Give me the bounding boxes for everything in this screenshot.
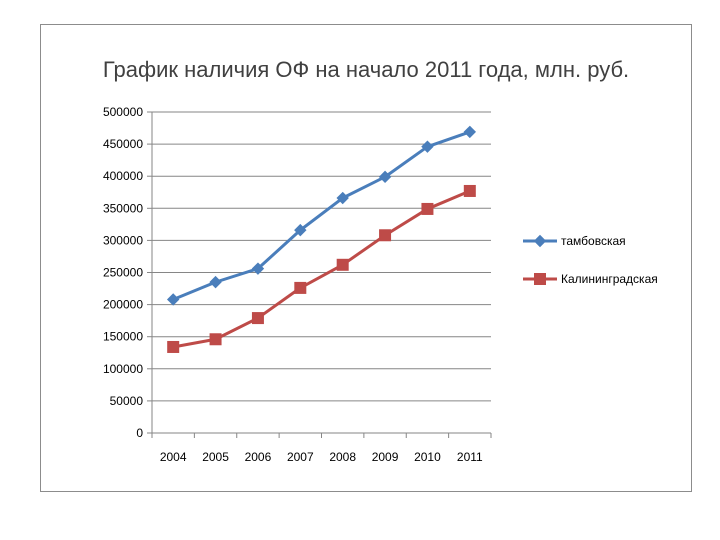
data-point	[294, 281, 307, 294]
data-point	[166, 293, 180, 306]
legend-label: Калининградская	[561, 272, 658, 286]
data-point	[209, 333, 222, 346]
data-point	[336, 258, 349, 271]
series-line	[172, 189, 471, 349]
series-2	[167, 184, 476, 353]
line-chart: График наличия ОФ на начало 2011 года, м…	[103, 57, 658, 464]
chart-title: График наличия ОФ на начало 2011 года, м…	[103, 57, 629, 82]
legend-marker	[534, 273, 546, 285]
data-point	[421, 202, 434, 215]
x-tick-label: 2008	[329, 450, 356, 464]
legend-entry: тамбовская	[523, 234, 626, 248]
data-point	[336, 191, 349, 205]
y-tick-label: 100000	[103, 362, 143, 376]
y-tick-label: 200000	[103, 298, 143, 312]
legend-label: тамбовская	[561, 234, 626, 248]
y-tick-label: 500000	[103, 105, 143, 119]
y-tick-label: 250000	[103, 266, 143, 280]
y-tick-label: 450000	[103, 137, 143, 151]
x-tick-label: 2006	[245, 450, 272, 464]
x-tick-label: 2007	[287, 450, 314, 464]
legend-marker	[533, 234, 547, 248]
x-tick-label: 2010	[414, 450, 441, 464]
x-tick-label: 2005	[202, 450, 229, 464]
data-point	[379, 229, 392, 242]
data-point	[251, 262, 265, 275]
legend-entry: Калининградская	[523, 272, 658, 286]
data-point	[378, 170, 392, 184]
data-point	[251, 312, 264, 325]
data-point	[463, 184, 476, 197]
series-1	[166, 125, 477, 306]
series-line	[172, 130, 471, 301]
x-tick-labels: 2004 2005 2006 2007 2008 2009 2010 2011	[160, 450, 483, 464]
x-tick-label: 2004	[160, 450, 187, 464]
data-point	[463, 125, 477, 139]
y-tick-label: 400000	[103, 169, 143, 183]
x-tick-label: 2009	[372, 450, 399, 464]
legend: тамбовская Калининградская	[523, 234, 658, 286]
series	[166, 125, 477, 353]
x-tick-label: 2011	[457, 450, 483, 464]
y-tick-label: 0	[136, 426, 143, 440]
data-point	[294, 223, 307, 237]
data-point	[167, 340, 180, 353]
axes	[147, 111, 492, 438]
y-tick-label: 50000	[110, 394, 144, 408]
chart-frame: График наличия ОФ на начало 2011 года, м…	[40, 24, 692, 492]
data-point	[421, 140, 434, 153]
y-tick-labels: 0 50000 100000 150000 200000 250000 300000 3500…	[103, 105, 143, 440]
y-tick-label: 350000	[103, 201, 143, 215]
data-point	[209, 275, 222, 289]
gridlines	[152, 111, 491, 402]
y-tick-label: 150000	[103, 330, 143, 344]
y-tick-label: 300000	[103, 233, 143, 247]
